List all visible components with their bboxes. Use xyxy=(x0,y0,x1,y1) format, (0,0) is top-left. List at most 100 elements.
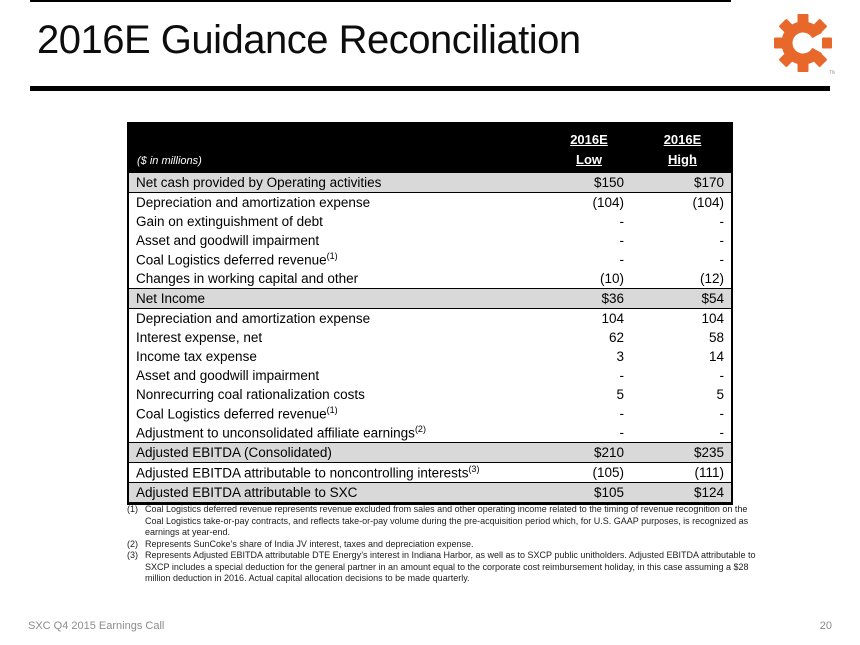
value-low: - xyxy=(619,368,625,383)
column-header-low: 2016E Low xyxy=(544,130,634,169)
value-high: - xyxy=(719,252,725,267)
footnote-marker: (2) xyxy=(127,538,138,549)
column-header-low-year: 2016E xyxy=(570,132,608,147)
row-label: Depreciation and amortization expense xyxy=(136,311,371,326)
table-row: Coal Logistics deferred revenue(1) - - xyxy=(129,250,731,269)
value-high: - xyxy=(719,368,725,383)
table-row: Changes in working capital and other (10)… xyxy=(129,269,731,288)
value-low: $210 xyxy=(593,445,624,460)
title-divider-rule xyxy=(30,86,830,91)
table-row: Adjustment to unconsolidated affiliate e… xyxy=(129,423,731,442)
table-row: Depreciation and amortization expense 104… xyxy=(129,309,731,328)
column-header-low-label: Low xyxy=(576,151,602,167)
value-low: 104 xyxy=(601,311,624,326)
table-row: Income tax expense 3 14 xyxy=(129,347,731,366)
row-label: Net cash provided by Operating activitie… xyxy=(136,175,382,190)
value-low: 5 xyxy=(616,387,624,402)
footnote: (1) Coal Logistics deferred revenue repre… xyxy=(127,504,764,539)
value-high: - xyxy=(719,406,725,421)
row-label: Adjusted EBITDA (Consolidated) xyxy=(136,445,332,460)
footnote-reference: (2) xyxy=(414,424,426,435)
value-low: 62 xyxy=(608,330,624,345)
table-row: Net cash provided by Operating activitie… xyxy=(129,172,731,193)
value-low: $105 xyxy=(593,485,624,500)
table-row: Interest expense, net 62 58 xyxy=(129,328,731,347)
table-row: Depreciation and amortization expense (10… xyxy=(129,193,731,212)
value-low: - xyxy=(619,233,625,248)
footnote-text: Coal Logistics deferred revenue represen… xyxy=(145,504,749,537)
value-low: $150 xyxy=(593,175,624,190)
column-header-high-year: 2016E xyxy=(663,132,702,147)
value-low: 3 xyxy=(616,349,624,364)
value-high: (104) xyxy=(692,195,724,210)
row-label: Income tax expense xyxy=(136,349,257,364)
value-low: - xyxy=(619,425,625,440)
value-high: $54 xyxy=(701,291,724,306)
row-label: Adjustment to unconsolidated affiliate e… xyxy=(136,424,426,441)
value-high: 58 xyxy=(708,330,724,345)
top-border-line xyxy=(30,0,731,2)
value-low: - xyxy=(619,252,625,267)
guidance-reconciliation-table: ($ in millions) 2016E Low 2016E High Net… xyxy=(127,122,733,505)
suncoke-energy-logo-icon: TM xyxy=(774,14,835,76)
table-body: Net cash provided by Operating activitie… xyxy=(129,172,731,503)
value-low: (105) xyxy=(592,465,624,480)
value-low: (10) xyxy=(599,271,624,286)
table-row: Adjusted EBITDA attributable to SXC $105 $… xyxy=(129,482,731,503)
row-label: Interest expense, net xyxy=(136,330,263,345)
footnotes: (1) Coal Logistics deferred revenue repre… xyxy=(127,504,764,585)
page-number: 20 xyxy=(819,620,832,632)
row-label: Changes in working capital and other xyxy=(136,271,359,286)
units-label: ($ in millions) xyxy=(137,155,202,167)
footnote-marker: (3) xyxy=(127,550,138,560)
footnote: (2) Represents SunCoke’s share of India J… xyxy=(127,539,764,551)
table-row: Adjusted EBITDA (Consolidated) $210 $235 xyxy=(129,442,731,463)
logo-tm-mark: TM xyxy=(829,70,835,76)
value-high: $235 xyxy=(693,445,724,460)
footnote-marker: (1) xyxy=(127,504,138,514)
row-label: Adjusted EBITDA attributable to noncontr… xyxy=(136,464,480,481)
table-row: Adjusted EBITDA attributable to noncontr… xyxy=(129,463,731,482)
row-label: Adjusted EBITDA attributable to SXC xyxy=(136,485,358,500)
table-row: Asset and goodwill impairment - - xyxy=(129,231,731,250)
page-title: 2016E Guidance Reconciliation xyxy=(37,18,581,62)
footnote: (3) Represents Adjusted EBITDA attributab… xyxy=(127,550,764,585)
footer-deck-title: SXC Q4 2015 Earnings Call xyxy=(28,620,165,632)
row-label: Depreciation and amortization expense xyxy=(136,195,371,210)
table-row: Asset and goodwill impairment - - xyxy=(129,366,731,385)
row-label: Asset and goodwill impairment xyxy=(136,368,320,383)
value-high: - xyxy=(719,425,725,440)
table-row: Coal Logistics deferred revenue(1) - - xyxy=(129,404,731,423)
value-high: $124 xyxy=(693,485,724,500)
table-row: Gain on extinguishment of debt - - xyxy=(129,212,731,231)
value-high: 104 xyxy=(701,311,724,326)
value-high: (12) xyxy=(699,271,724,286)
value-high: - xyxy=(719,214,725,229)
row-label: Gain on extinguishment of debt xyxy=(136,214,323,229)
value-low: (104) xyxy=(592,195,624,210)
value-high: - xyxy=(719,233,725,248)
value-low: - xyxy=(619,406,625,421)
footnote-reference: (1) xyxy=(326,251,338,262)
value-high: (111) xyxy=(694,465,724,480)
value-high: 14 xyxy=(708,349,724,364)
value-low: - xyxy=(619,214,625,229)
footnote-reference: (1) xyxy=(326,405,338,416)
column-header-high: 2016E High xyxy=(634,130,731,169)
table-row: Net Income $36 $54 xyxy=(129,288,731,309)
footnote-text: Represents Adjusted EBITDA attributable … xyxy=(145,550,756,583)
row-label: Net Income xyxy=(136,291,206,306)
value-high: 5 xyxy=(716,387,724,402)
row-label: Nonrecurring coal rationalization costs xyxy=(136,387,365,402)
value-high: $170 xyxy=(693,175,724,190)
row-label: Coal Logistics deferred revenue(1) xyxy=(136,251,338,268)
row-label: Asset and goodwill impairment xyxy=(136,233,320,248)
footnote-reference: (3) xyxy=(468,464,480,475)
value-low: $36 xyxy=(601,291,624,306)
footnote-text: Represents SunCoke’s share of India JV i… xyxy=(145,538,474,549)
column-header-high-label: High xyxy=(668,151,697,167)
table-header: ($ in millions) 2016E Low 2016E High xyxy=(129,124,731,172)
row-label: Coal Logistics deferred revenue(1) xyxy=(136,405,338,422)
table-row: Nonrecurring coal rationalization costs 5… xyxy=(129,385,731,404)
